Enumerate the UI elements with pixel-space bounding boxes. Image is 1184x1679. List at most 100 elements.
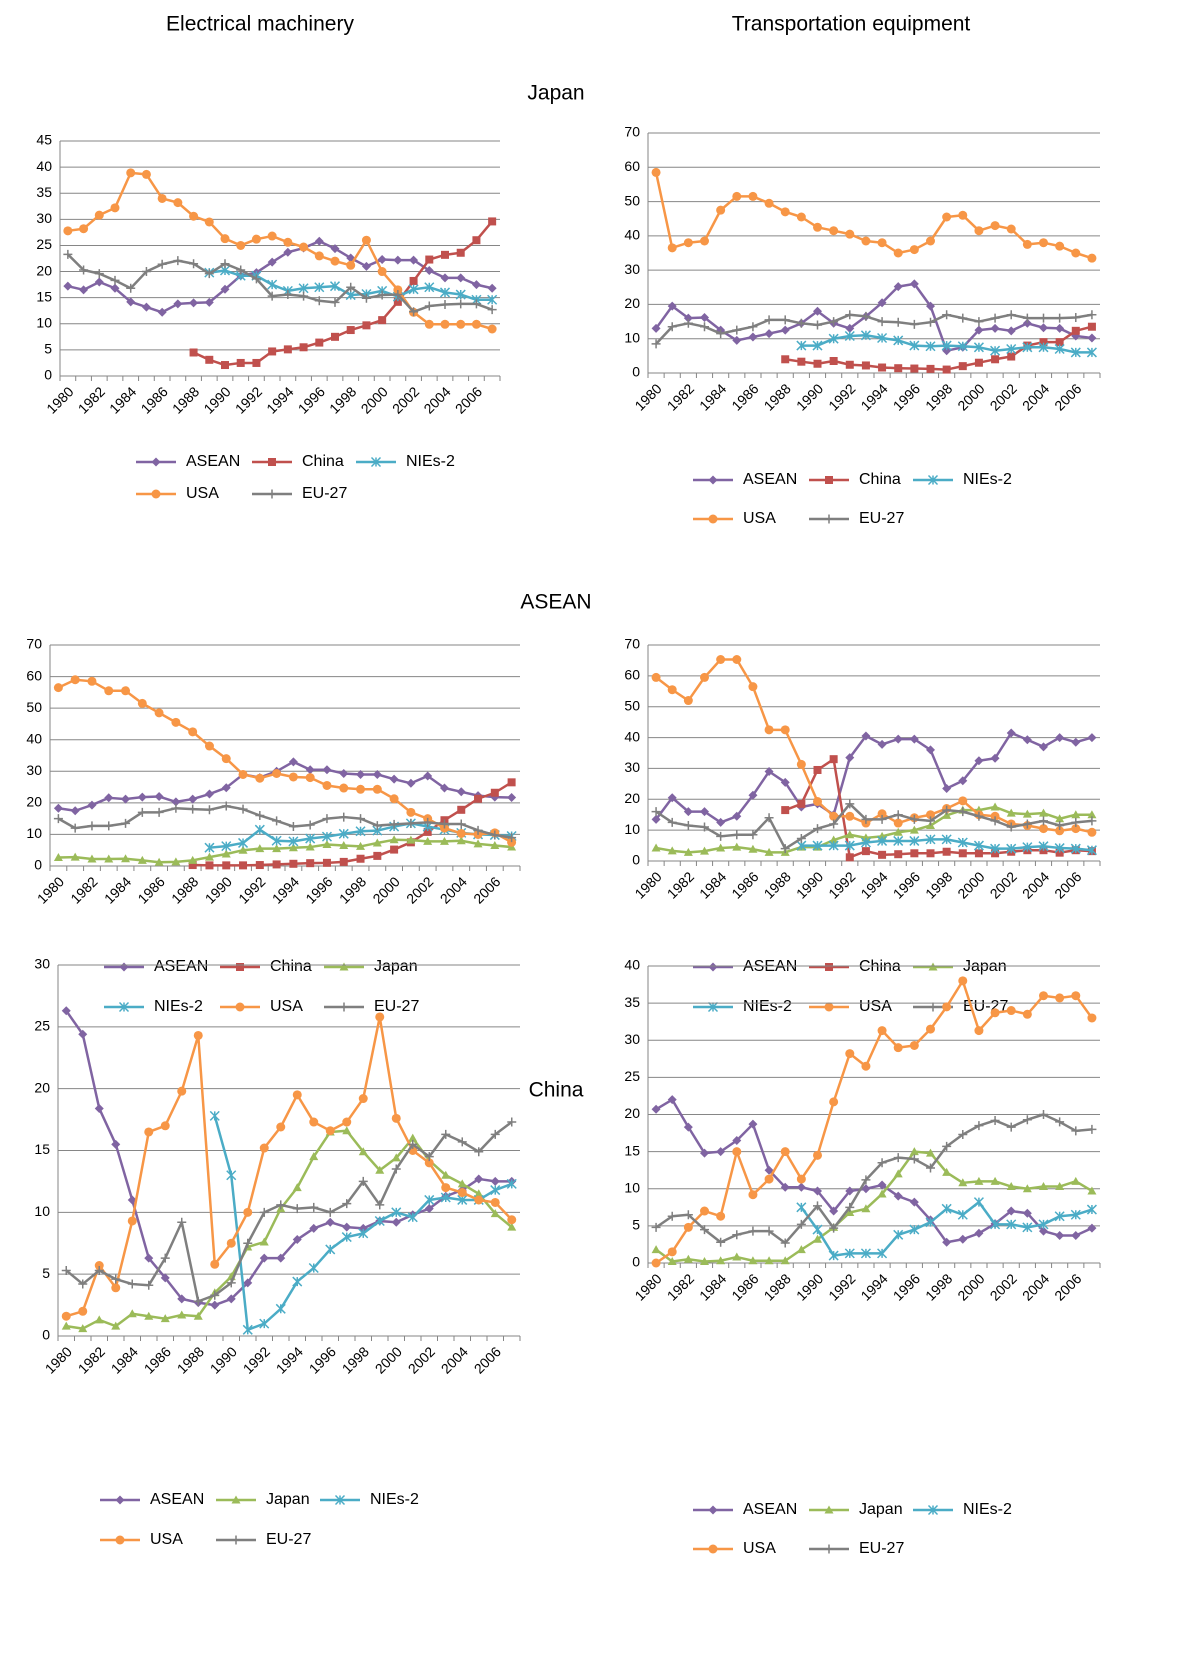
y-tick-label: 5 bbox=[42, 1265, 50, 1281]
marker bbox=[764, 767, 774, 777]
marker bbox=[1087, 733, 1097, 743]
x-tick-label: 1982 bbox=[664, 868, 697, 901]
marker bbox=[651, 814, 661, 824]
marker bbox=[283, 247, 293, 257]
marker bbox=[748, 332, 758, 342]
marker bbox=[926, 816, 935, 826]
marker bbox=[259, 1253, 269, 1263]
marker bbox=[909, 245, 919, 255]
marker bbox=[1055, 313, 1065, 323]
marker bbox=[507, 1215, 517, 1225]
marker bbox=[346, 282, 356, 292]
marker bbox=[990, 345, 1001, 356]
marker bbox=[796, 1202, 807, 1213]
marker bbox=[259, 1318, 270, 1329]
marker bbox=[958, 807, 968, 817]
marker bbox=[1070, 843, 1081, 854]
marker bbox=[173, 299, 183, 309]
x-tick-label: 1992 bbox=[240, 1343, 273, 1376]
marker bbox=[144, 1253, 154, 1263]
legend-label: EU-27 bbox=[859, 1540, 904, 1557]
marker bbox=[121, 794, 131, 804]
marker bbox=[781, 806, 790, 815]
marker bbox=[828, 1250, 839, 1261]
x-tick-label: 1996 bbox=[890, 1270, 923, 1303]
legend-label: NIEs-2 bbox=[154, 998, 203, 1015]
marker bbox=[1071, 312, 1081, 322]
marker bbox=[137, 807, 147, 817]
x-tick-label: 1982 bbox=[67, 873, 100, 906]
row-title: Japan bbox=[527, 82, 584, 105]
marker bbox=[1055, 1117, 1065, 1127]
marker bbox=[137, 792, 147, 802]
x-tick-label: 2002 bbox=[405, 1343, 438, 1376]
marker bbox=[893, 1191, 903, 1201]
marker bbox=[974, 317, 984, 327]
marker bbox=[1071, 1126, 1081, 1136]
marker bbox=[423, 836, 433, 845]
marker bbox=[748, 322, 758, 332]
marker bbox=[893, 818, 903, 828]
marker bbox=[861, 731, 871, 741]
marker bbox=[173, 198, 183, 208]
marker bbox=[1055, 814, 1065, 823]
x-tick-label: 2002 bbox=[987, 380, 1020, 413]
marker bbox=[708, 514, 718, 524]
marker bbox=[813, 765, 822, 774]
legend-label: USA bbox=[270, 998, 303, 1015]
marker bbox=[893, 335, 904, 346]
marker bbox=[748, 844, 758, 853]
x-tick-label: 1980 bbox=[631, 1270, 664, 1303]
marker bbox=[829, 1223, 839, 1233]
marker bbox=[339, 857, 348, 866]
legend-label: USA bbox=[150, 1531, 183, 1548]
marker bbox=[716, 655, 726, 665]
x-tick-label: 1982 bbox=[75, 383, 108, 416]
marker bbox=[78, 1029, 88, 1039]
marker bbox=[651, 843, 661, 852]
marker bbox=[780, 725, 790, 735]
marker bbox=[716, 1211, 726, 1221]
marker bbox=[204, 297, 214, 307]
marker bbox=[813, 1150, 822, 1160]
marker bbox=[824, 1544, 834, 1554]
marker bbox=[141, 267, 151, 277]
marker bbox=[507, 1117, 517, 1127]
legend-item: EU-27 bbox=[216, 1531, 311, 1548]
marker bbox=[104, 793, 114, 803]
legend-label: Japan bbox=[374, 958, 418, 975]
marker bbox=[683, 1222, 693, 1232]
y-tick-label: 30 bbox=[26, 762, 42, 778]
y-tick-label: 10 bbox=[624, 1179, 640, 1195]
marker bbox=[716, 817, 726, 827]
marker bbox=[330, 256, 340, 266]
marker bbox=[177, 1294, 187, 1304]
marker bbox=[909, 340, 920, 351]
marker bbox=[144, 1127, 154, 1137]
marker bbox=[927, 474, 939, 486]
marker bbox=[894, 364, 903, 373]
marker bbox=[374, 1215, 385, 1227]
marker bbox=[425, 255, 434, 264]
marker bbox=[1022, 1184, 1032, 1193]
series-line bbox=[655, 313, 1093, 345]
marker bbox=[299, 291, 309, 301]
marker bbox=[796, 1245, 806, 1254]
marker bbox=[314, 296, 324, 306]
marker bbox=[267, 489, 277, 499]
y-tick-label: 10 bbox=[26, 825, 42, 841]
marker bbox=[424, 282, 435, 293]
legend-item: NIEs-2 bbox=[356, 453, 455, 470]
marker bbox=[389, 819, 399, 829]
marker bbox=[157, 307, 167, 317]
marker bbox=[893, 248, 903, 258]
legend-item: Japan bbox=[809, 1501, 903, 1518]
legend-label: China bbox=[270, 958, 312, 975]
marker bbox=[764, 813, 774, 823]
marker bbox=[70, 852, 80, 861]
marker bbox=[683, 318, 693, 328]
marker bbox=[325, 1244, 336, 1255]
marker bbox=[1054, 343, 1065, 355]
marker bbox=[325, 1126, 335, 1136]
marker bbox=[700, 322, 709, 332]
